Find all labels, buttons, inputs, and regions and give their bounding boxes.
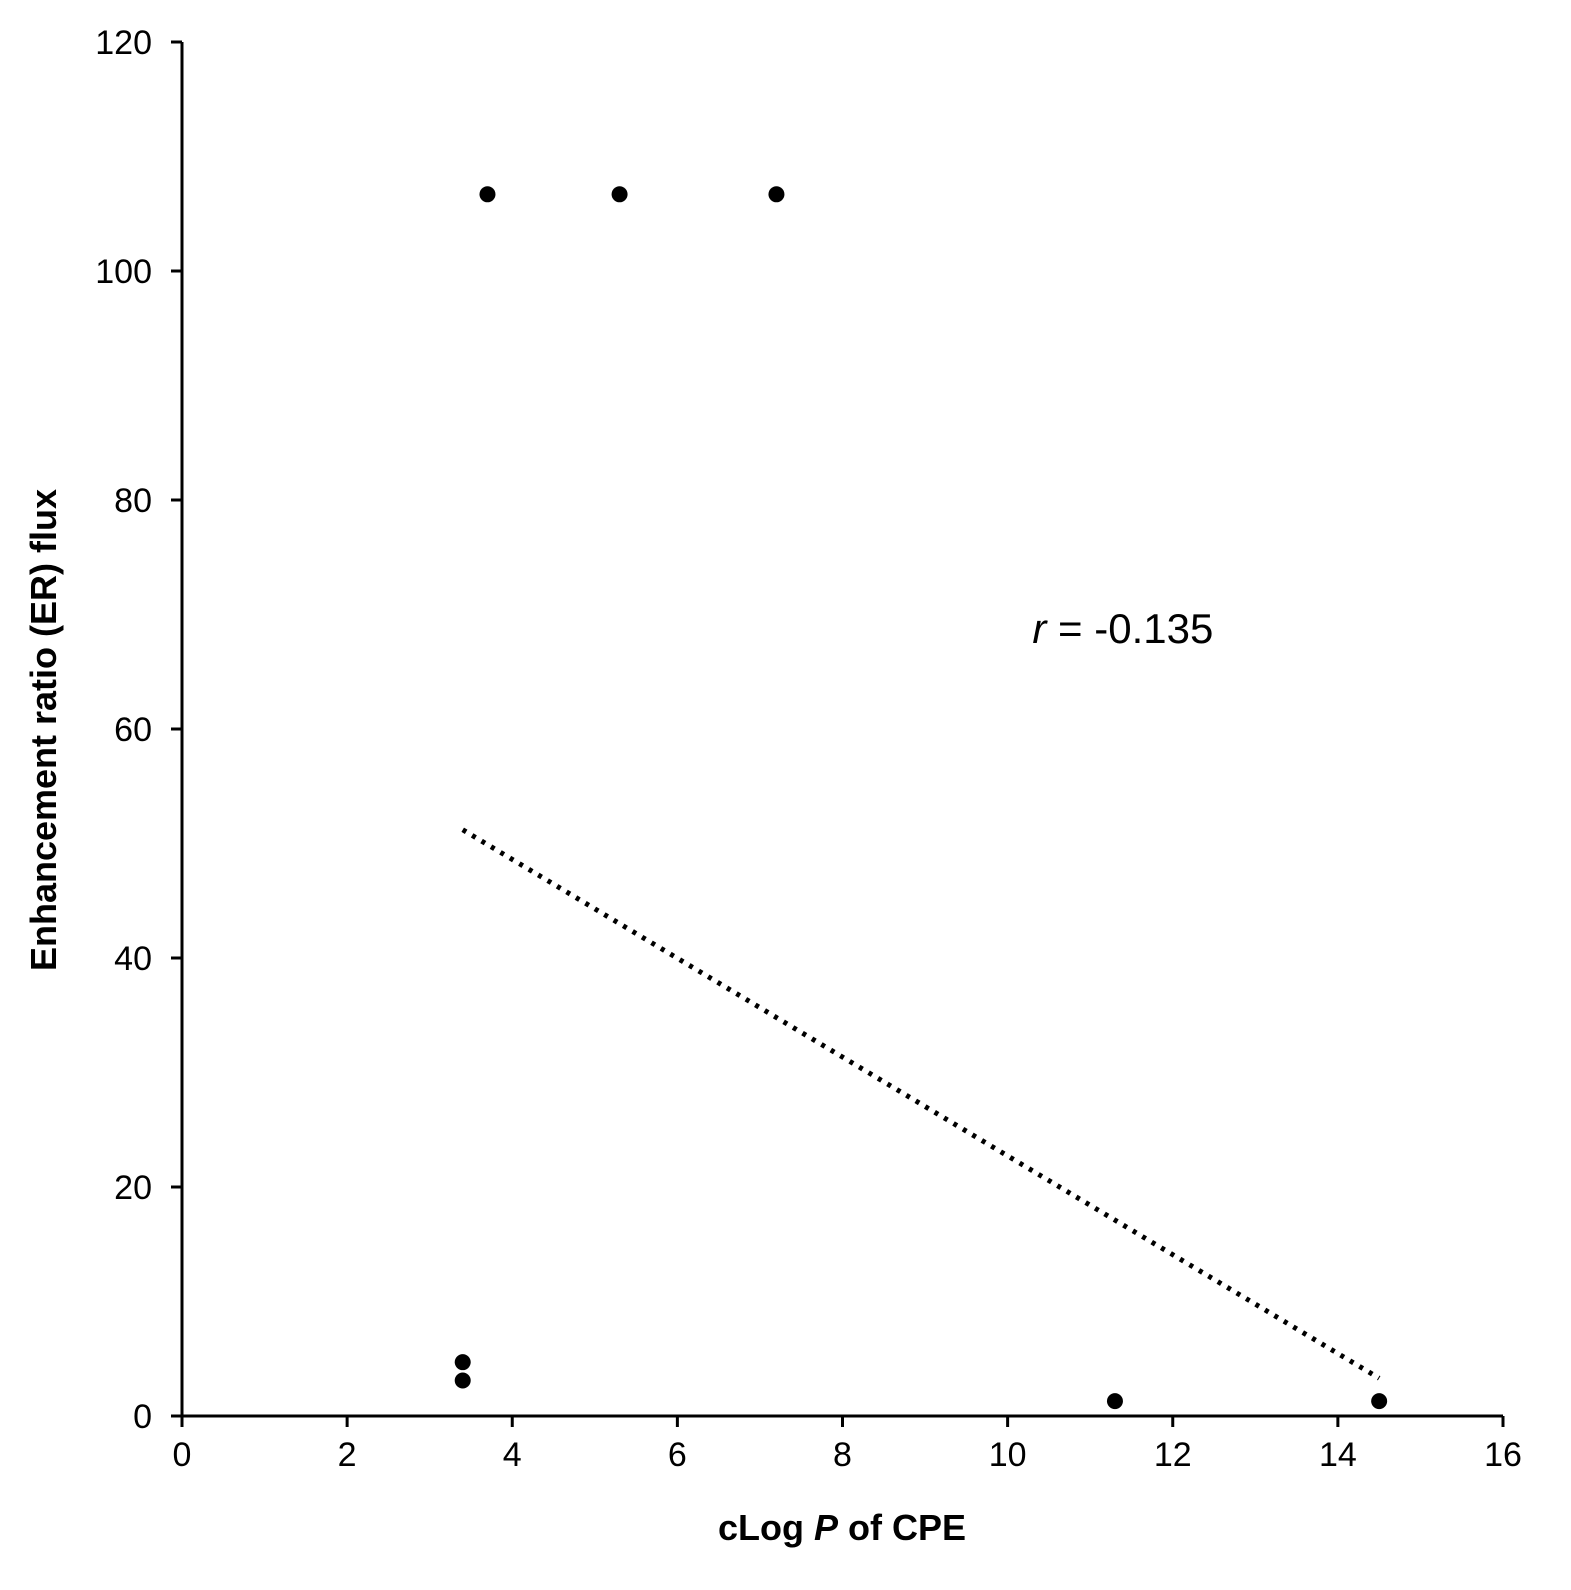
x-tick-label: 6 [668, 1436, 687, 1474]
x-axis-title-italic: P [814, 1507, 839, 1548]
data-point [1371, 1393, 1388, 1410]
x-tick-label: 14 [1319, 1436, 1357, 1474]
data-point [454, 1354, 471, 1371]
data-point [1106, 1393, 1123, 1410]
data-points [454, 186, 1388, 1410]
data-point [768, 186, 785, 203]
x-tick-label: 16 [1484, 1436, 1522, 1474]
data-point [479, 186, 496, 203]
x-tick-label: 0 [173, 1436, 192, 1474]
x-tick-label: 8 [833, 1436, 852, 1474]
axes [180, 42, 1503, 1418]
correlation-value: = -0.135 [1046, 605, 1213, 652]
axis-ticks: 0 2 4 6 8 10 12 14 16 0 20 40 60 80 100 120 [95, 24, 1522, 1474]
data-point [611, 186, 628, 203]
y-axis-title: Enhancement ratio (ER) flux [23, 489, 64, 971]
correlation-symbol: r [1032, 605, 1048, 652]
data-point [454, 1372, 471, 1389]
x-tick-label: 12 [1154, 1436, 1192, 1474]
x-axis-title-prefix: cLog [718, 1507, 814, 1548]
y-tick-label: 120 [95, 24, 152, 62]
x-tick-label: 4 [503, 1436, 522, 1474]
y-tick-label: 20 [114, 1169, 152, 1207]
y-tick-label: 100 [95, 253, 152, 291]
trendline [461, 827, 1381, 1381]
x-tick-label: 2 [338, 1436, 357, 1474]
correlation-annotation: r = -0.135 [1032, 605, 1213, 652]
y-tick-label: 80 [114, 482, 152, 520]
y-tick-label: 0 [133, 1398, 152, 1436]
x-axis-title: cLog P of CPE [718, 1507, 966, 1548]
y-tick-label: 40 [114, 940, 152, 978]
x-tick-label: 10 [989, 1436, 1027, 1474]
y-tick-label: 60 [114, 711, 152, 749]
trendline-group [461, 827, 1381, 1381]
x-axis-title-suffix: of CPE [838, 1507, 966, 1548]
